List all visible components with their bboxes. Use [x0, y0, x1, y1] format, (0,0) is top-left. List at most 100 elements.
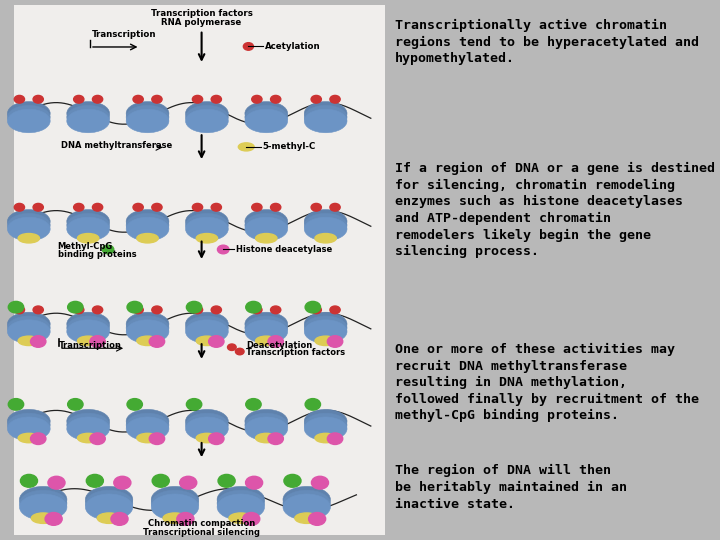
- Text: Transcription: Transcription: [59, 341, 122, 350]
- Text: Methyl-CpG: Methyl-CpG: [58, 242, 113, 251]
- Ellipse shape: [256, 433, 277, 443]
- Ellipse shape: [305, 413, 347, 437]
- Ellipse shape: [245, 213, 288, 237]
- Ellipse shape: [126, 409, 169, 433]
- Circle shape: [149, 336, 165, 347]
- Ellipse shape: [256, 233, 277, 243]
- Circle shape: [243, 512, 260, 525]
- Ellipse shape: [186, 316, 228, 340]
- Ellipse shape: [256, 336, 277, 346]
- Ellipse shape: [67, 417, 109, 441]
- Text: If a region of DNA or a gene is destined
for silencing, chromatin remodeling
enz: If a region of DNA or a gene is destined…: [395, 162, 714, 258]
- Circle shape: [9, 301, 24, 313]
- Circle shape: [9, 399, 24, 410]
- Circle shape: [246, 399, 261, 410]
- Circle shape: [152, 306, 162, 314]
- Circle shape: [133, 96, 143, 103]
- Ellipse shape: [315, 336, 336, 346]
- Ellipse shape: [126, 316, 169, 340]
- Ellipse shape: [245, 320, 288, 343]
- Ellipse shape: [186, 409, 228, 433]
- Circle shape: [14, 204, 24, 211]
- Ellipse shape: [245, 316, 288, 340]
- Circle shape: [30, 433, 46, 444]
- Circle shape: [92, 204, 103, 211]
- Ellipse shape: [78, 336, 99, 346]
- Circle shape: [271, 306, 281, 314]
- Ellipse shape: [245, 312, 288, 336]
- Ellipse shape: [305, 316, 347, 340]
- Circle shape: [246, 476, 263, 489]
- Ellipse shape: [245, 210, 288, 233]
- Circle shape: [268, 433, 284, 444]
- Ellipse shape: [151, 487, 199, 512]
- Ellipse shape: [245, 102, 288, 125]
- Ellipse shape: [197, 336, 217, 346]
- Ellipse shape: [245, 413, 288, 437]
- Circle shape: [271, 96, 281, 103]
- Text: Transcriptionally active chromatin
regions tend to be hyperacetylated and
hypome: Transcriptionally active chromatin regio…: [395, 19, 698, 65]
- Ellipse shape: [305, 105, 347, 129]
- Ellipse shape: [186, 105, 228, 129]
- Ellipse shape: [217, 494, 264, 520]
- Ellipse shape: [197, 233, 217, 243]
- Ellipse shape: [126, 417, 169, 441]
- Ellipse shape: [151, 494, 199, 520]
- Text: 5-methyl-C: 5-methyl-C: [263, 143, 316, 151]
- Ellipse shape: [186, 102, 228, 125]
- Circle shape: [68, 399, 83, 410]
- Ellipse shape: [7, 210, 50, 233]
- Ellipse shape: [283, 487, 330, 512]
- Ellipse shape: [217, 487, 264, 512]
- Circle shape: [33, 96, 43, 103]
- Ellipse shape: [305, 217, 347, 241]
- Ellipse shape: [7, 409, 50, 433]
- Circle shape: [328, 433, 343, 444]
- Ellipse shape: [305, 409, 347, 433]
- Circle shape: [217, 245, 229, 254]
- Circle shape: [127, 399, 143, 410]
- Circle shape: [330, 204, 340, 211]
- Ellipse shape: [294, 513, 318, 523]
- Ellipse shape: [67, 210, 109, 233]
- Ellipse shape: [315, 433, 336, 443]
- Ellipse shape: [245, 105, 288, 129]
- Circle shape: [73, 96, 84, 103]
- Text: Transcription factors: Transcription factors: [150, 9, 253, 18]
- Ellipse shape: [126, 312, 169, 336]
- Circle shape: [311, 96, 321, 103]
- Ellipse shape: [7, 312, 50, 336]
- Text: Acetylation: Acetylation: [265, 42, 320, 51]
- Ellipse shape: [126, 413, 169, 437]
- Ellipse shape: [86, 494, 132, 520]
- Ellipse shape: [305, 210, 347, 233]
- Ellipse shape: [7, 413, 50, 437]
- Circle shape: [114, 476, 131, 489]
- Circle shape: [180, 476, 197, 489]
- Circle shape: [330, 306, 340, 314]
- Circle shape: [111, 512, 128, 525]
- Circle shape: [90, 433, 105, 444]
- Ellipse shape: [305, 312, 347, 336]
- Circle shape: [211, 204, 222, 211]
- Circle shape: [149, 433, 165, 444]
- Text: Transcription: Transcription: [91, 30, 156, 39]
- Ellipse shape: [283, 494, 330, 520]
- Ellipse shape: [19, 490, 67, 516]
- Circle shape: [90, 336, 105, 347]
- Circle shape: [312, 476, 328, 489]
- Circle shape: [235, 348, 244, 355]
- Text: Histone deacetylase: Histone deacetylase: [236, 245, 333, 254]
- Ellipse shape: [151, 490, 199, 516]
- Circle shape: [209, 336, 224, 347]
- Ellipse shape: [229, 513, 253, 523]
- Ellipse shape: [7, 320, 50, 343]
- Circle shape: [252, 96, 262, 103]
- Ellipse shape: [186, 109, 228, 133]
- Ellipse shape: [7, 109, 50, 133]
- Ellipse shape: [245, 409, 288, 433]
- Circle shape: [86, 475, 104, 487]
- Ellipse shape: [67, 213, 109, 237]
- Ellipse shape: [126, 217, 169, 241]
- Circle shape: [311, 204, 321, 211]
